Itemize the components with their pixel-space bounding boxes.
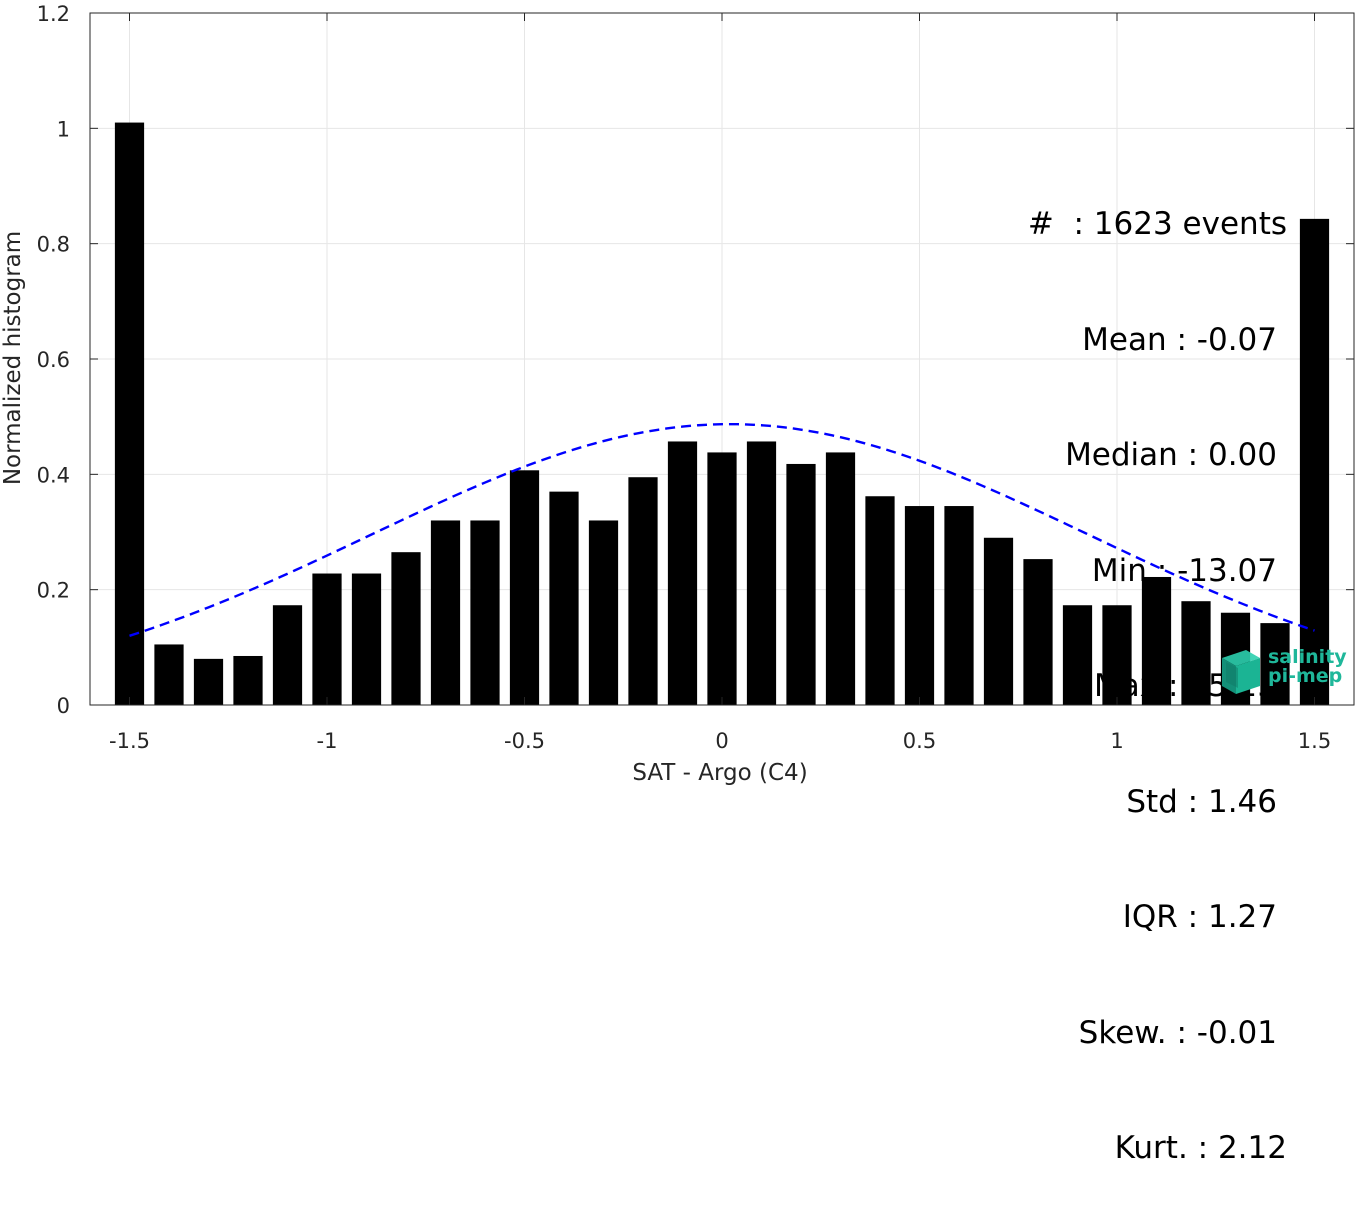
stat-std: Std : 1.46 xyxy=(1126,783,1277,820)
y-axis-ticks: 0 0.2 0.4 0.6 0.8 1 1.2 xyxy=(37,2,1354,718)
y-tick-label: 0.6 xyxy=(37,348,70,372)
histogram-bar xyxy=(707,452,737,705)
histogram-bar xyxy=(1299,218,1330,705)
x-axis-label: SAT - Argo (C4) xyxy=(632,760,807,786)
stat-mean: Mean : -0.07 xyxy=(1082,321,1277,358)
histogram-bar xyxy=(351,573,382,705)
histogram-bar xyxy=(272,605,303,705)
x-tick-label: 0.5 xyxy=(903,729,936,753)
histogram-bar xyxy=(786,463,816,705)
histogram-bar xyxy=(746,441,777,705)
stat-median: Median : 0.00 xyxy=(1065,437,1277,473)
y-axis-label: Normalized histogram xyxy=(0,231,26,485)
histogram-bar xyxy=(233,655,263,705)
stat-skew: Skew. : -0.01 xyxy=(1078,1014,1277,1051)
histogram-bar xyxy=(628,477,658,705)
stat-kurt: Kurt. : 2.12 xyxy=(1114,1130,1287,1166)
histogram-bar xyxy=(470,520,500,705)
histogram-bar xyxy=(430,520,461,705)
histogram-chart: -1.5 -1 -0.5 0 0.5 1 1.5 0 0.2 0.4 0.6 0.8 1 1.2 SAT… xyxy=(0,2,1355,786)
histogram-bar xyxy=(391,552,421,705)
x-tick-label: -1.5 xyxy=(109,729,150,753)
normal-fit-curve xyxy=(129,422,1315,637)
histogram-bar xyxy=(825,452,856,705)
y-tick-label: 1 xyxy=(57,117,70,141)
histogram-bar xyxy=(509,470,540,705)
histogram-bar xyxy=(1141,576,1172,705)
logo-line-1: salinity xyxy=(1268,646,1347,668)
x-tick-label: -0.5 xyxy=(504,729,545,753)
histogram-bar xyxy=(983,537,1014,705)
histogram-bar xyxy=(865,496,895,705)
histogram-bar xyxy=(904,506,935,705)
histogram-bar xyxy=(1260,623,1290,705)
x-axis-ticks: -1.5 -1 -0.5 0 0.5 1 1.5 xyxy=(109,13,1331,753)
x-tick-label: -1 xyxy=(317,729,338,753)
histogram-bar xyxy=(312,573,342,705)
salinity-pi-mep-logo: salinity pi-mep xyxy=(1216,648,1347,696)
histogram-bar xyxy=(193,658,224,705)
histogram-bar xyxy=(1023,559,1053,705)
stat-iqr: IQR : 1.27 xyxy=(1122,899,1277,935)
y-tick-label: 0.2 xyxy=(37,579,70,603)
logo-cube-icon xyxy=(1222,650,1260,694)
histogram-bar xyxy=(667,441,698,705)
histogram-bar xyxy=(549,491,579,705)
histogram-bar xyxy=(944,506,974,705)
x-tick-label: 1.5 xyxy=(1298,729,1331,753)
y-tick-label: 0 xyxy=(57,694,70,718)
x-tick-label: 1 xyxy=(1110,729,1123,753)
y-tick-label: 0.8 xyxy=(37,233,70,257)
y-tick-label: 1.2 xyxy=(37,2,70,26)
histogram-bar xyxy=(588,520,619,705)
stat-events: # : 1623 events xyxy=(1027,206,1287,242)
y-tick-label: 0.4 xyxy=(37,463,70,487)
logo-line-2: pi-mep xyxy=(1268,665,1343,687)
histogram-bar xyxy=(1062,605,1093,705)
histogram-bar xyxy=(154,644,184,705)
x-tick-label: 0 xyxy=(715,729,728,753)
histogram-bar xyxy=(114,122,145,706)
bars xyxy=(114,122,1330,706)
logo-text: salinity pi-mep xyxy=(1268,648,1347,686)
stat-min: Min : -13.07 xyxy=(1091,552,1277,589)
histogram-bar xyxy=(1181,601,1211,705)
histogram-bar xyxy=(1102,605,1132,705)
